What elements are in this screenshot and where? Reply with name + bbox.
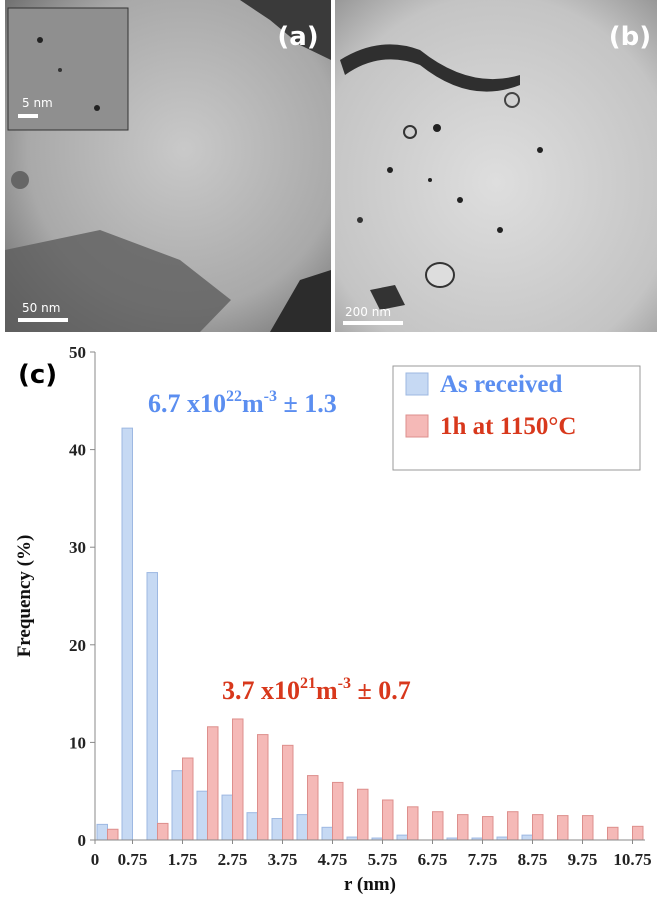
bar	[507, 811, 519, 841]
annotation-superscript: 22	[226, 388, 242, 405]
x-axis-label: r (nm)	[344, 874, 396, 895]
bar	[196, 790, 208, 841]
micrograph-a	[5, 0, 331, 332]
x-tick-label: 5.75	[368, 850, 398, 869]
bar	[557, 815, 569, 841]
bar	[296, 814, 308, 841]
annotation-superscript: -3	[264, 388, 277, 405]
bar	[396, 834, 408, 841]
bar	[407, 806, 419, 841]
y-tick-label: 40	[69, 441, 86, 460]
x-tick-label: 8.75	[518, 850, 548, 869]
bar	[246, 812, 258, 841]
bar	[482, 816, 494, 841]
micrograph-b	[335, 0, 657, 332]
bar	[146, 572, 158, 841]
bar	[157, 822, 169, 841]
bar	[207, 726, 219, 841]
panel-label: (a)	[277, 22, 318, 52]
bar	[121, 427, 133, 841]
bar	[96, 823, 108, 841]
bar	[607, 826, 619, 841]
bar	[457, 814, 469, 841]
bar	[282, 744, 294, 841]
x-tick-label: 10.75	[613, 850, 651, 869]
annotation-superscript: 21	[300, 675, 316, 692]
y-axis-label: Frequency (%)	[14, 535, 35, 658]
annotation: 3.7 x1021m-3 ± 0.7	[222, 675, 411, 705]
bar	[332, 781, 344, 841]
annotation-superscript: -3	[338, 675, 351, 692]
panel-label: (b)	[609, 22, 651, 52]
annotation-text: 6.7 x10	[148, 389, 226, 418]
x-tick-label: 2.75	[218, 850, 248, 869]
bar	[432, 811, 444, 841]
annotation-text: ± 1.3	[277, 389, 337, 418]
legend-swatch	[405, 372, 429, 396]
bar	[107, 828, 119, 841]
bar	[271, 818, 283, 841]
legend-label: As received	[440, 371, 563, 398]
bar	[632, 825, 644, 841]
scale-bar-label: 200 nm	[345, 305, 391, 319]
x-tick-label: 7.75	[468, 850, 498, 869]
bar	[232, 718, 244, 841]
y-tick-label: 20	[69, 636, 86, 655]
bar	[307, 775, 319, 841]
bar	[532, 814, 544, 841]
bar	[582, 815, 594, 841]
annotation-text: m	[316, 676, 338, 705]
scale-bar-label: 50 nm	[22, 301, 60, 315]
annotation-text: m	[242, 389, 264, 418]
y-tick-label: 50	[69, 343, 86, 362]
y-tick-label: 30	[69, 538, 86, 557]
bar	[321, 826, 333, 841]
annotation-text: 3.7 x10	[222, 676, 300, 705]
bar	[171, 770, 183, 841]
x-tick-label: 9.75	[568, 850, 598, 869]
bar	[257, 734, 269, 841]
bar	[382, 799, 394, 841]
legend-label: 1h at 1150°C	[440, 413, 576, 440]
x-tick-label: 0	[91, 850, 100, 869]
y-tick-label: 0	[78, 831, 87, 850]
scale-bar-label: 5 nm	[22, 96, 53, 110]
panel-label: (c)	[18, 360, 57, 390]
bar	[357, 788, 369, 841]
legend-swatch	[405, 414, 429, 438]
bar	[521, 834, 533, 841]
x-tick-label: 4.75	[318, 850, 348, 869]
annotation: 6.7 x1022m-3 ± 1.3	[148, 388, 337, 418]
x-tick-label: 0.75	[118, 850, 148, 869]
x-tick-label: 6.75	[418, 850, 448, 869]
bar	[182, 757, 194, 841]
bar	[221, 794, 233, 841]
y-tick-label: 10	[69, 733, 86, 752]
x-tick-label: 1.75	[168, 850, 198, 869]
x-tick-label: 3.75	[268, 850, 298, 869]
annotation-text: ± 0.7	[351, 676, 411, 705]
legend-box	[392, 365, 641, 471]
